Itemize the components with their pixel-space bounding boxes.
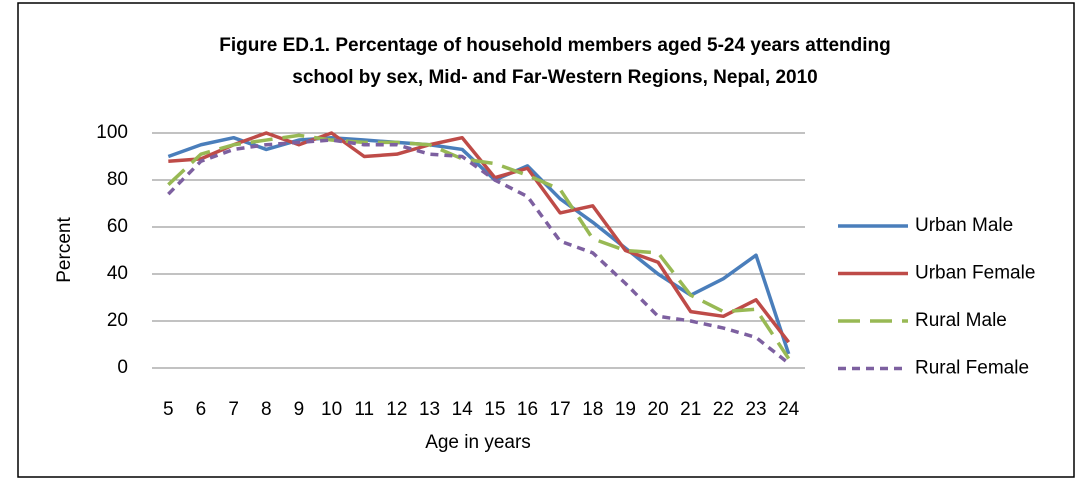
series-line bbox=[167, 135, 791, 355]
legend-label: Rural Male bbox=[915, 310, 1007, 331]
x-tick-label: 22 bbox=[713, 399, 734, 420]
y-tick-label: 60 bbox=[107, 216, 128, 237]
chart-title: school by sex, Mid- and Far-Western Regi… bbox=[292, 67, 817, 88]
y-tick-label: 80 bbox=[107, 169, 128, 190]
chart-border bbox=[17, 2, 1075, 478]
x-tick-label: 14 bbox=[452, 399, 474, 420]
x-tick-label: 7 bbox=[228, 399, 239, 420]
x-tick-label: 17 bbox=[550, 399, 571, 420]
x-tick-label: 24 bbox=[778, 399, 800, 420]
x-tick-label: 21 bbox=[680, 399, 701, 420]
x-tick-label: 23 bbox=[745, 399, 766, 420]
y-tick-label: 0 bbox=[117, 357, 128, 378]
x-tick-label: 11 bbox=[354, 399, 374, 420]
x-tick-label: 19 bbox=[615, 399, 636, 420]
y-axis-label: Percent bbox=[54, 217, 75, 283]
chart-title: Figure ED.1. Percentage of household mem… bbox=[219, 35, 891, 56]
y-tick-label: 40 bbox=[107, 263, 128, 284]
x-tick-label: 16 bbox=[517, 399, 538, 420]
series-line bbox=[167, 138, 790, 365]
x-tick-label: 15 bbox=[484, 399, 505, 420]
x-tick-label: 13 bbox=[419, 399, 440, 420]
x-tick-label: 10 bbox=[321, 399, 342, 420]
y-tick-label: 100 bbox=[96, 122, 128, 143]
x-tick-label: 18 bbox=[582, 399, 603, 420]
y-tick-label: 20 bbox=[107, 310, 128, 331]
x-tick-label: 6 bbox=[196, 399, 207, 420]
x-axis-label: Age in years bbox=[425, 432, 531, 453]
legend-label: Rural Female bbox=[915, 358, 1029, 379]
x-tick-label: 5 bbox=[163, 399, 174, 420]
legend-label: Urban Female bbox=[915, 263, 1035, 284]
series-line bbox=[167, 133, 791, 360]
x-tick-label: 12 bbox=[386, 399, 407, 420]
x-tick-label: 8 bbox=[261, 399, 272, 420]
legend-label: Urban Male bbox=[915, 215, 1013, 236]
series-line bbox=[168, 131, 791, 344]
x-tick-label: 9 bbox=[294, 399, 305, 420]
x-tick-label: 20 bbox=[648, 399, 669, 420]
